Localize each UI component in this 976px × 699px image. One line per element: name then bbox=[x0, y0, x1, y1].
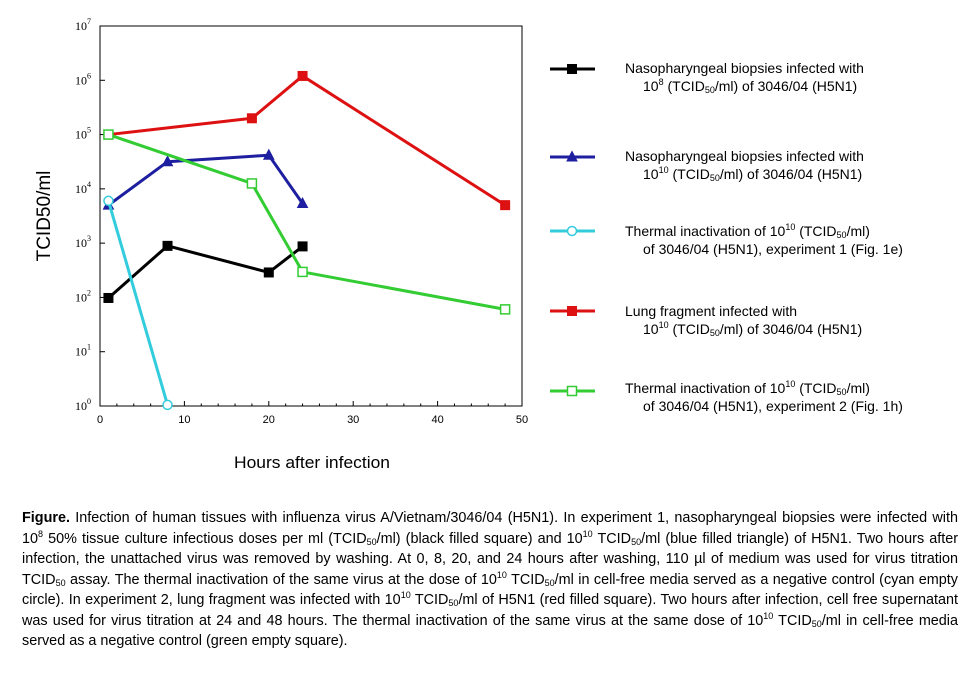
legend-entry-green: Thermal inactivation of 1010 (TCID50/ml)… bbox=[625, 379, 903, 415]
series-line-cyan bbox=[106, 200, 169, 406]
x-tick-label: 20 bbox=[263, 414, 275, 426]
data-point-green bbox=[103, 129, 114, 140]
caption-label: Figure. bbox=[22, 510, 70, 526]
legend-red-line2: 1010 (TCID50/ml) of 3046/04 (H5N1) bbox=[643, 320, 863, 338]
legend-entry-cyan: Thermal inactivation of 1010 (TCID50/ml)… bbox=[625, 222, 903, 258]
legend-blue-line2: 1010 (TCID50/ml) of 3046/04 (H5N1) bbox=[643, 165, 863, 183]
x-tick-label: 10 bbox=[178, 414, 190, 426]
figure-caption: Figure. Infection of human tissues with … bbox=[22, 510, 959, 649]
series-group bbox=[102, 70, 511, 411]
legend-black-line2: 108 (TCID50/ml) of 3046/04 (H5N1) bbox=[643, 77, 858, 95]
y-axis-label: TCID50/ml bbox=[34, 171, 55, 262]
data-point-blue bbox=[262, 148, 275, 160]
plot-frame bbox=[99, 25, 523, 407]
chart-area: 0 10 20 30 40 50 100 101 102 103 104 105 106 107 TCID… bbox=[34, 17, 595, 472]
legend-green-line2: of 3046/04 (H5N1), experiment 2 (Fig. 1h… bbox=[643, 398, 903, 414]
data-point-black bbox=[297, 241, 308, 252]
y-tick-label: 101 bbox=[75, 343, 91, 359]
y-tick-label: 104 bbox=[75, 180, 91, 196]
legend-green-line1: Thermal inactivation of 1010 (TCID50/ml) bbox=[625, 379, 870, 397]
legend-swatch-green bbox=[550, 385, 595, 397]
legend-symbols bbox=[550, 64, 595, 397]
data-point-cyan bbox=[162, 399, 173, 411]
y-tick-label: 107 bbox=[75, 17, 91, 33]
data-point-blue bbox=[296, 196, 309, 209]
series-cyan bbox=[103, 195, 173, 411]
y-tick-label: 102 bbox=[75, 288, 91, 304]
data-point-green bbox=[246, 178, 258, 189]
x-tick-label: 40 bbox=[431, 414, 443, 426]
legend-marker-red bbox=[567, 306, 577, 316]
legend-cyan-line2: of 3046/04 (H5N1), experiment 1 (Fig. 1e… bbox=[643, 241, 903, 257]
series-line-red bbox=[108, 74, 506, 207]
data-point-black bbox=[162, 240, 173, 251]
data-point-black bbox=[103, 292, 114, 303]
data-point-green bbox=[499, 304, 511, 315]
y-tick-label: 100 bbox=[75, 397, 91, 413]
y-tick-label: 106 bbox=[75, 71, 91, 87]
legend-entry-red: Lung fragment infected with 1010 (TCID50… bbox=[625, 302, 862, 338]
legend-black-line1: Nasopharyngeal biopsies infected with bbox=[625, 60, 864, 76]
data-point-green bbox=[297, 266, 308, 278]
legend-swatch-blue bbox=[550, 150, 595, 162]
x-tick-label: 0 bbox=[97, 414, 103, 426]
legend-entry-black: Nasopharyngeal biopsies infected with 10… bbox=[625, 59, 864, 95]
legend-marker-cyan bbox=[566, 225, 578, 237]
data-point-red bbox=[297, 70, 308, 81]
legend-marker-green bbox=[566, 385, 578, 397]
series-line-blue bbox=[107, 153, 304, 207]
legend-cyan-line1: Thermal inactivation of 1010 (TCID50/ml) bbox=[625, 222, 870, 240]
legend-swatch-red bbox=[550, 306, 595, 316]
legend-blue-line1: Nasopharyngeal biopsies infected with bbox=[625, 148, 864, 164]
data-point-black bbox=[263, 267, 274, 278]
data-point-blue bbox=[161, 155, 174, 167]
series-blue bbox=[102, 148, 309, 210]
x-tick-label: 50 bbox=[516, 414, 528, 426]
x-axis-label: Hours after infection bbox=[234, 453, 390, 472]
series-green bbox=[103, 129, 511, 315]
series-line-green bbox=[107, 133, 506, 311]
legend-entry-blue: Nasopharyngeal biopsies infected with 10… bbox=[625, 147, 864, 183]
legend-marker-blue bbox=[566, 150, 578, 162]
data-point-red bbox=[500, 200, 511, 211]
y-tick-label: 103 bbox=[75, 234, 91, 250]
series-black bbox=[103, 240, 308, 303]
x-tick-label: 30 bbox=[347, 414, 359, 426]
legend-swatch-black bbox=[550, 64, 595, 74]
y-tick-label: 105 bbox=[75, 126, 91, 142]
series-line-black bbox=[107, 244, 304, 300]
data-point-cyan bbox=[103, 195, 114, 207]
legend-marker-black bbox=[567, 64, 577, 74]
data-point-red bbox=[246, 113, 257, 124]
legend-swatch-cyan bbox=[550, 225, 595, 237]
legend-red-line1: Lung fragment infected with bbox=[625, 303, 797, 319]
series-red bbox=[103, 70, 511, 211]
